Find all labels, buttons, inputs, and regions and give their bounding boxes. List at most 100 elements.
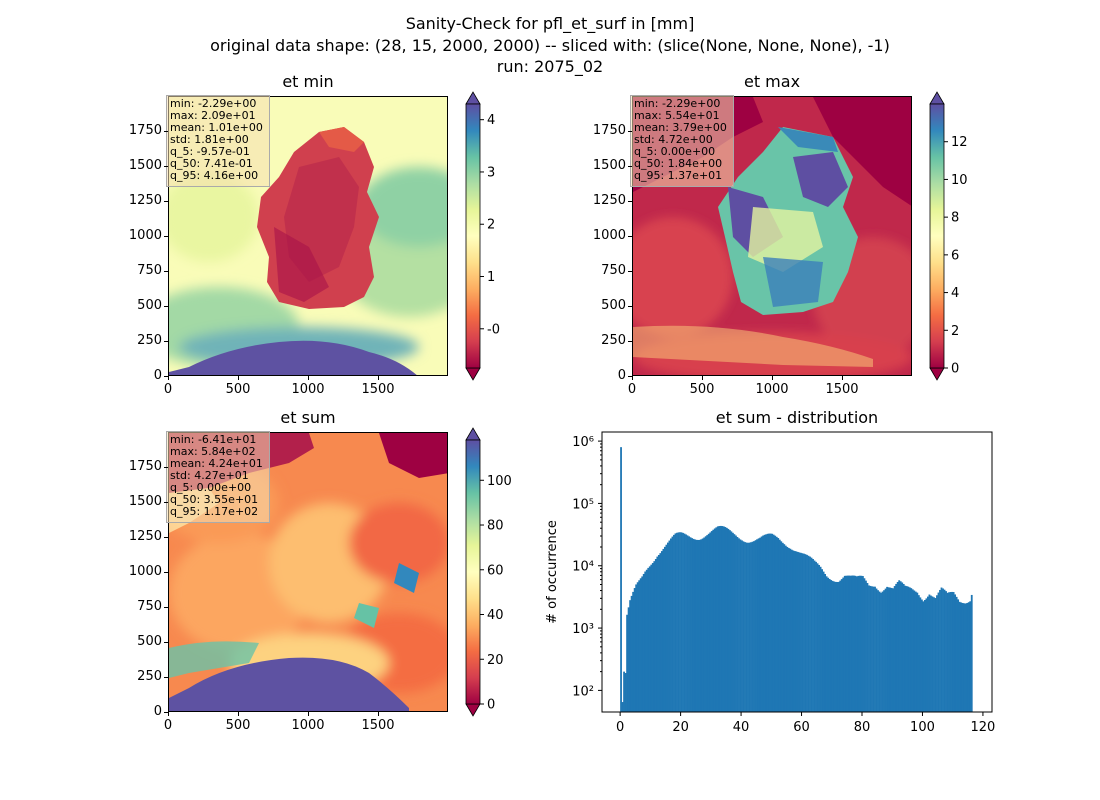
histogram-bar [780, 541, 783, 712]
heatmap-et-sum[interactable] [168, 432, 448, 712]
colorbar-tick-label: 100 [487, 474, 512, 489]
histogram-bar [757, 538, 760, 712]
y-tick-mark [164, 537, 168, 538]
histogram-bar [866, 583, 869, 712]
histogram-bar [836, 582, 839, 712]
histogram-bar [732, 532, 734, 712]
colorbar-tick-label: 12 [951, 135, 968, 150]
y-tick-mark [628, 131, 632, 132]
histogram-bar [843, 575, 846, 712]
histogram-bar [635, 584, 638, 712]
histogram-bar [695, 539, 698, 712]
y-tick-mark [164, 131, 168, 132]
y-tick-label: 10² [572, 684, 594, 699]
y-tick-mark [164, 467, 168, 468]
histogram-bar [748, 542, 751, 712]
colorbar-extend-max [465, 427, 481, 441]
histogram-bar [790, 549, 793, 712]
y-tick-mark [628, 201, 632, 202]
histogram-bar [828, 579, 831, 712]
histogram-bar [868, 585, 870, 712]
histogram-bar [633, 588, 636, 712]
x-tick-label: 1500 [825, 382, 859, 397]
colorbar-extend-min [929, 367, 945, 381]
histogram-bar [970, 594, 973, 712]
stat-q5: q_5: 0.00e+00 [170, 481, 252, 494]
histogram-bar [837, 581, 840, 712]
histogram-bar [806, 554, 808, 712]
y-tick-label: 0 [617, 368, 626, 383]
histogram-bar [781, 542, 784, 712]
histogram-bar [819, 566, 822, 712]
histogram-bar [762, 535, 765, 712]
histogram-bar [710, 531, 713, 712]
colorbar-et-sum: 0 20 40 60 80 100 [465, 427, 512, 717]
histogram-bar [892, 588, 895, 712]
histogram-bar [620, 447, 622, 712]
histogram-bar [801, 553, 804, 712]
histogram-bar [738, 538, 740, 712]
histogram-bar [875, 588, 878, 712]
figure-title-line2: original data shape: (28, 15, 2000, 2000… [210, 36, 890, 55]
y-tick-label: 250 [137, 333, 162, 348]
histogram-bar [789, 548, 792, 712]
histogram-bar [797, 551, 799, 712]
panel-title: et sum - distribution [715, 408, 879, 427]
histogram-bar [871, 586, 873, 712]
histogram-bar [910, 588, 913, 712]
stat-std: std: 1.81e+00 [170, 133, 249, 146]
histogram-bar [639, 578, 642, 712]
histogram-bar [919, 597, 922, 712]
histogram-bar [902, 583, 905, 712]
histogram-bar [623, 671, 625, 712]
histogram-bar [943, 589, 946, 712]
histogram-bar [852, 575, 855, 712]
y-tick-label: 750 [137, 599, 162, 614]
histogram-bar [940, 587, 943, 712]
histogram-bar [795, 551, 798, 712]
histogram-bar [682, 532, 684, 712]
histogram-bar [951, 591, 953, 712]
histogram-bar [698, 539, 701, 712]
histogram-et-sum[interactable]: 0 20 40 60 80 100 120 10² 10³ 10⁴ 10⁵ 10⁶ # of occur… [530, 420, 1010, 750]
histogram-bar [798, 552, 801, 712]
histogram-bar [742, 541, 745, 712]
y-tick-mark [164, 271, 168, 272]
histogram-bar [966, 602, 969, 712]
histogram-bar [911, 589, 914, 712]
x-tick-label: 500 [689, 382, 715, 397]
histogram-bar [901, 582, 904, 712]
histogram-bar [931, 596, 934, 712]
histogram-bar [874, 586, 876, 712]
histogram-bar [855, 576, 858, 712]
histogram-bar [660, 551, 663, 712]
histogram-bar [642, 573, 645, 712]
x-tick-label: 40 [733, 720, 750, 735]
x-tick-mark [378, 712, 379, 716]
histogram-bar [750, 542, 752, 712]
y-tick-label: 250 [137, 669, 162, 684]
colorbar-gradient [465, 439, 481, 705]
x-tick-mark [168, 712, 169, 716]
stat-q5: q_5: 0.00e+00 [634, 145, 716, 158]
histogram-bar [768, 533, 771, 712]
x-tick-mark [378, 376, 379, 380]
histogram-bar [949, 592, 952, 712]
y-tick-label: 1750 [592, 123, 626, 138]
histogram-bar [676, 532, 678, 712]
stat-mean: mean: 1.01e+00 [170, 121, 263, 134]
figure-title-line3: run: 2075_02 [496, 57, 604, 76]
figure-title-line1: Sanity-Check for pfl_et_surf in [mm] [405, 14, 695, 33]
y-tick-label: 250 [601, 333, 626, 348]
histogram-bar [945, 591, 947, 712]
histogram-bar [904, 585, 907, 712]
y-tick-label: 1750 [128, 459, 162, 474]
histogram-bar [691, 538, 693, 712]
histogram-bar [753, 541, 755, 712]
panel-title: et min [282, 72, 334, 91]
histogram-bar [680, 532, 683, 712]
histogram-bar [964, 603, 967, 712]
heatmap-et-min[interactable] [168, 96, 448, 376]
histogram-bar [890, 587, 893, 712]
histogram-bar [636, 582, 639, 712]
